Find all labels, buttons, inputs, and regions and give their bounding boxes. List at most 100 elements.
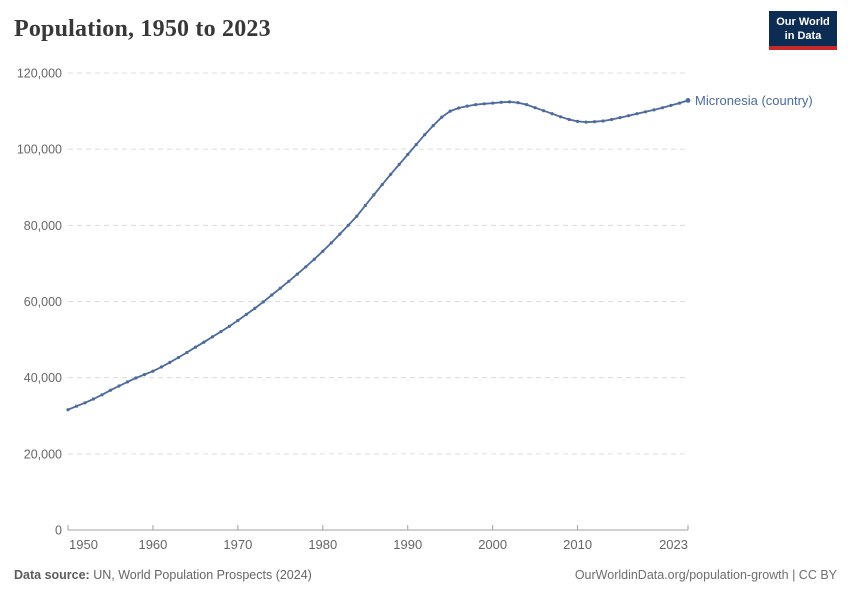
y-tick-label: 120,000 [17, 67, 62, 81]
owid-logo-text: Our World in Data [769, 11, 837, 46]
data-point-marker[interactable] [525, 103, 529, 107]
data-point-marker[interactable] [482, 102, 486, 106]
data-point-marker[interactable] [516, 101, 520, 105]
y-tick-label: 20,000 [24, 447, 62, 461]
data-point-marker[interactable] [91, 397, 96, 401]
data-point-marker[interactable] [601, 119, 605, 123]
data-point-marker[interactable] [117, 384, 121, 388]
data-point-marker[interactable] [685, 98, 691, 103]
data-source-label: Data source: [14, 568, 90, 582]
data-point-marker[interactable] [635, 112, 639, 116]
data-point-marker[interactable] [389, 172, 393, 176]
data-point-marker[interactable] [643, 110, 648, 114]
data-point-marker[interactable] [508, 100, 512, 104]
data-point-marker[interactable] [287, 279, 291, 283]
data-point-marker[interactable] [372, 193, 376, 197]
data-point-marker[interactable] [584, 120, 588, 124]
x-tick-label: 2010 [563, 537, 592, 552]
data-point-marker[interactable] [669, 103, 673, 107]
data-point-marker[interactable] [210, 335, 214, 339]
series-line[interactable] [67, 99, 689, 411]
data-point-marker[interactable] [397, 162, 401, 166]
owid-logo[interactable]: Our World in Data [769, 11, 837, 50]
data-point-marker[interactable] [465, 104, 469, 108]
data-point-marker[interactable] [431, 124, 435, 128]
data-point-marker[interactable] [457, 106, 461, 110]
owid-logo-line2: in Data [784, 30, 822, 42]
series-label-micronesia[interactable]: Micronesia (country) [695, 93, 813, 109]
data-point-marker[interactable] [176, 355, 180, 360]
data-point-marker[interactable] [261, 300, 265, 304]
data-point-marker[interactable] [355, 214, 359, 218]
data-point-marker[interactable] [363, 203, 367, 208]
data-point-marker[interactable] [219, 330, 223, 334]
data-point-marker[interactable] [253, 306, 257, 310]
data-point-marker[interactable] [125, 380, 130, 384]
data-point-marker[interactable] [202, 340, 206, 344]
data-point-marker[interactable] [236, 318, 240, 323]
data-point-marker[interactable] [74, 404, 79, 408]
data-point-marker[interactable] [66, 408, 70, 412]
data-point-marker[interactable] [406, 152, 410, 157]
data-point-marker[interactable] [448, 109, 452, 113]
data-point-marker[interactable] [329, 241, 333, 245]
data-point-marker[interactable] [677, 101, 682, 105]
owid-logo-line1: Our World [776, 16, 830, 28]
data-point-marker[interactable] [652, 108, 656, 112]
data-point-marker[interactable] [185, 350, 189, 355]
data-point-marker[interactable] [304, 265, 308, 269]
data-point-marker[interactable] [499, 100, 503, 104]
data-point-marker[interactable] [321, 249, 325, 253]
y-tick-label: 40,000 [24, 371, 62, 385]
data-point-marker[interactable] [567, 117, 571, 122]
data-point-marker[interactable] [270, 293, 274, 297]
x-tick-label: 1980 [308, 537, 337, 552]
data-source-text: UN, World Population Prospects (2024) [89, 568, 312, 582]
y-tick-label: 0 [55, 524, 62, 538]
x-tick-label: 1970 [223, 537, 252, 552]
data-point-marker[interactable] [100, 393, 104, 397]
owid-logo-red-bar [769, 46, 837, 50]
data-point-marker[interactable] [533, 106, 537, 110]
data-point-marker[interactable] [159, 365, 163, 369]
data-point-marker[interactable] [278, 286, 282, 290]
data-point-marker[interactable] [576, 119, 580, 123]
data-point-marker[interactable] [618, 116, 622, 120]
data-point-marker[interactable] [593, 120, 597, 124]
data-point-marker[interactable] [312, 257, 316, 261]
data-point-marker[interactable] [83, 401, 87, 405]
data-point-marker[interactable] [491, 101, 495, 105]
data-point-marker[interactable] [244, 312, 248, 316]
data-point-marker[interactable] [295, 272, 299, 276]
x-tick-label: 2023 [659, 537, 688, 552]
page-title: Population, 1950 to 2023 [14, 16, 271, 42]
data-point-marker[interactable] [108, 388, 113, 392]
data-point-marker[interactable] [542, 109, 546, 113]
data-point-marker[interactable] [134, 376, 138, 380]
x-tick-label: 1960 [138, 537, 167, 552]
data-point-marker[interactable] [474, 103, 478, 107]
y-tick-label: 100,000 [17, 143, 62, 157]
data-point-marker[interactable] [626, 114, 631, 118]
data-point-marker[interactable] [338, 232, 342, 236]
data-point-marker[interactable] [346, 223, 350, 227]
data-point-marker[interactable] [610, 117, 614, 122]
data-point-marker[interactable] [550, 112, 554, 116]
x-tick-label: 1990 [393, 537, 422, 552]
data-point-marker[interactable] [193, 345, 197, 349]
data-point-marker[interactable] [414, 143, 418, 147]
citation-link[interactable]: OurWorldinData.org/population-growth | C… [574, 568, 837, 582]
data-point-marker[interactable] [559, 115, 563, 119]
data-point-marker[interactable] [423, 133, 427, 137]
data-point-marker[interactable] [151, 369, 155, 373]
data-point-marker[interactable] [380, 183, 384, 187]
data-point-marker[interactable] [227, 324, 231, 328]
data-point-marker[interactable] [440, 115, 444, 119]
data-point-marker[interactable] [660, 106, 665, 110]
data-point-marker[interactable] [168, 360, 172, 364]
data-point-marker[interactable] [142, 373, 146, 377]
x-tick-label: 2000 [478, 537, 507, 552]
series-micronesia[interactable] [66, 98, 691, 412]
